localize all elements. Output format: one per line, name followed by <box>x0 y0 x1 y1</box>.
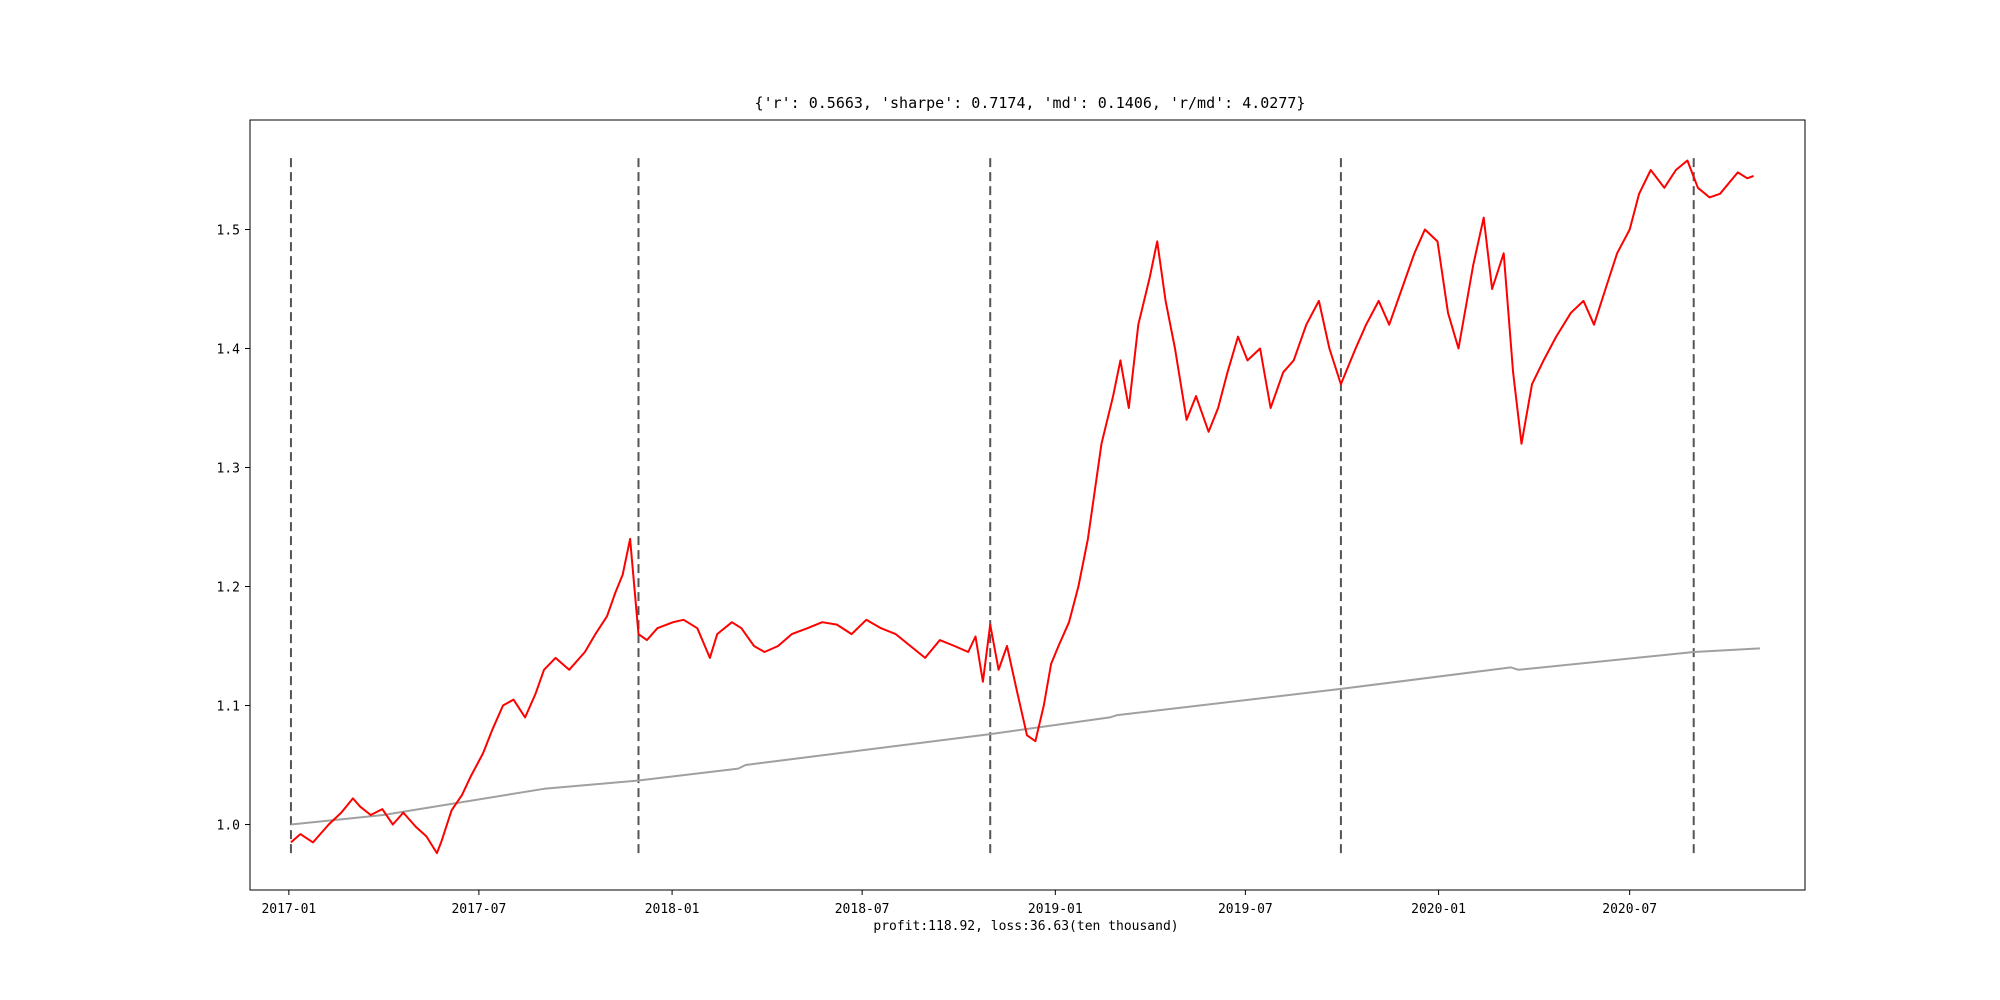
y-tick-label: 1.1 <box>217 700 240 715</box>
x-tick-label: 2019-07 <box>1218 902 1273 917</box>
x-axis-label: profit:118.92, loss:36.63(ten thousand) <box>873 919 1178 934</box>
x-tick-label: 2018-07 <box>835 902 890 917</box>
x-tick-label: 2017-01 <box>261 902 316 917</box>
x-tick-label: 2019-01 <box>1028 902 1083 917</box>
x-tick-label: 2017-07 <box>451 902 506 917</box>
y-tick-label: 1.5 <box>217 223 240 238</box>
x-tick-label: 2020-07 <box>1602 902 1657 917</box>
y-tick-label: 1.3 <box>217 462 240 477</box>
y-tick-label: 1.4 <box>217 343 241 358</box>
y-tick-label: 1.0 <box>217 819 240 834</box>
x-tick-label: 2018-01 <box>645 902 700 917</box>
chart-title: {'r': 0.5663, 'sharpe': 0.7174, 'md': 0.… <box>755 94 1306 112</box>
y-tick-label: 1.2 <box>217 581 240 596</box>
x-tick-label: 2020-01 <box>1411 902 1466 917</box>
